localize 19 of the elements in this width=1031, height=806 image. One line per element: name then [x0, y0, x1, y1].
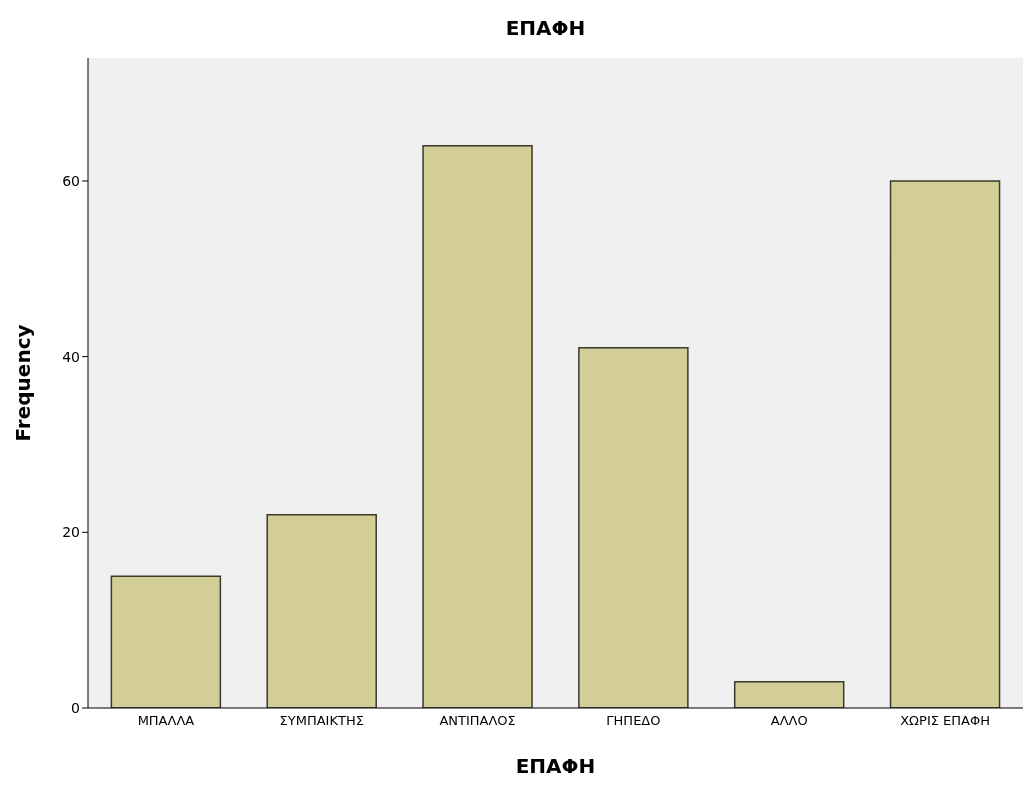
x-tick-label: ΑΛΛΟ: [770, 713, 808, 729]
bar: [889, 180, 1001, 708]
x-tick-label: ΧΩΡΙΣ ΕΠΑΦΗ: [900, 713, 990, 729]
y-tick-label: 0: [71, 699, 80, 716]
chart-title: ΕΠΑΦΗ: [504, 15, 587, 42]
x-tick-label: ΣΥΜΠΑΙΚΤΗΣ: [279, 713, 364, 729]
y-tick-label: 60: [62, 172, 80, 189]
y-tick-label: 20: [62, 524, 80, 541]
bar: [733, 680, 845, 708]
y-axis-title: Frequency: [11, 324, 36, 442]
bar: [266, 514, 377, 708]
bar: [422, 145, 533, 708]
x-tick-label: ΜΠΑΛΛΑ: [137, 713, 195, 729]
x-tick-label: ΓΗΠΕΔΟ: [606, 713, 661, 729]
bar: [110, 575, 222, 708]
x-tick-label: ΑΝΤΙΠΑΛΟΣ: [439, 713, 516, 729]
bar: [578, 347, 689, 708]
x-axis-title: ΕΠΑΦΗ: [515, 754, 596, 778]
y-tick-label: 40: [62, 348, 80, 365]
